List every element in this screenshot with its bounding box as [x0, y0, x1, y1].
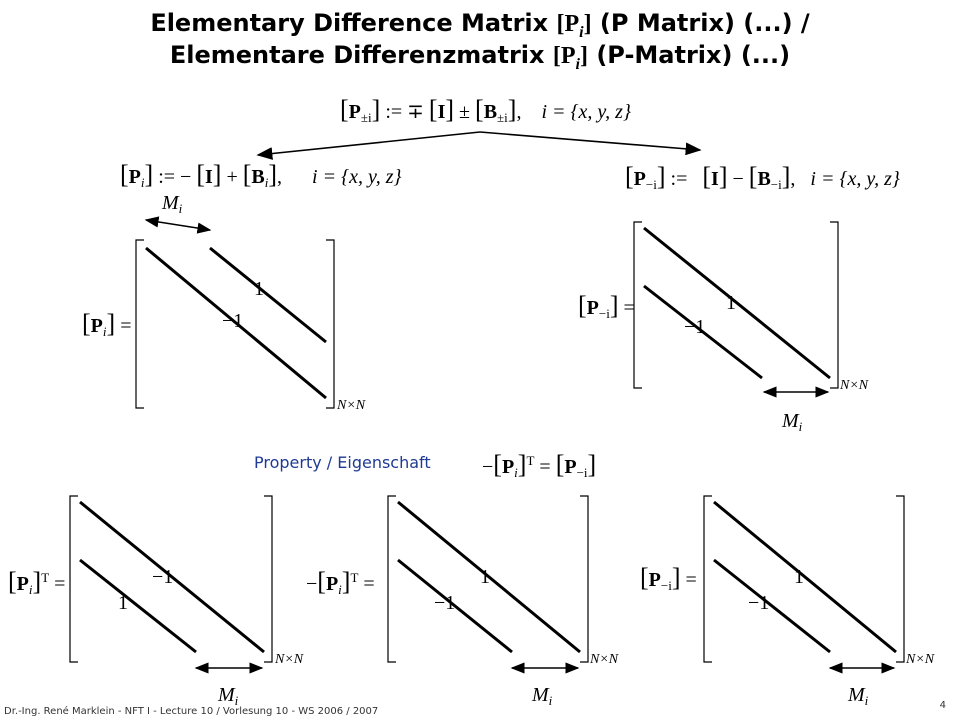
footer-text: Dr.-Ing. René Marklein - NFT I - Lecture…: [4, 706, 379, 717]
matrix-lhs: [P−i] =: [640, 563, 697, 594]
offset-label: Mi: [848, 684, 869, 708]
matrix-lhs: −[Pi]T =: [306, 567, 375, 598]
forward-equation: [Pi] := − [I] + [Bi], i = {x, y, z}: [120, 160, 402, 191]
offset-label: Mi: [532, 684, 553, 708]
title-line-2: Elementare Differenzmatrix [Pi] (P-Matri…: [169, 41, 791, 73]
offset-label: Mi: [162, 192, 183, 216]
general-equation: [P±i] := ∓ [I] ± [B±i], i = {x, y, z}: [340, 95, 631, 126]
lower-diagonal-label: −1: [434, 592, 456, 614]
upper-diagonal-label: 1: [726, 292, 736, 314]
upper-diagonal-label: −1: [152, 566, 174, 588]
matrix-top-left: [135, 216, 335, 409]
matrix-lhs: [Pi]T =: [8, 567, 66, 598]
offset-arrow: [144, 216, 212, 234]
lower-diagonal-label: −1: [222, 310, 244, 332]
matrix-size-label: N×N: [590, 652, 619, 667]
matrix-lhs: [Pi] =: [82, 309, 132, 340]
offset-label: Mi: [218, 684, 239, 708]
arrow-right: [479, 131, 702, 156]
property-label: Property / Eigenschaft: [254, 453, 431, 472]
matrix-bottom-left: [69, 495, 273, 674]
page-number: 4: [939, 700, 946, 711]
matrix-top-right: [633, 221, 839, 398]
lower-diagonal-label: −1: [748, 592, 770, 614]
backward-equation: [P−i] := [I] − [B−i], i = {x, y, z}: [625, 162, 900, 193]
matrix-size-label: N×N: [840, 378, 869, 393]
matrix-lhs: [P−i] =: [578, 291, 635, 322]
lower-diagonal-label: −1: [684, 316, 706, 338]
matrix-size-label: N×N: [906, 652, 935, 667]
upper-diagonal-label: 1: [794, 566, 804, 588]
property-equation: −[Pi]T = [P−i]: [482, 450, 597, 481]
title-line-1: Elementary Difference Matrix [Pi] (P Mat…: [150, 9, 810, 41]
arrow-left: [256, 131, 481, 160]
matrix-size-label: N×N: [275, 652, 304, 667]
matrix-bottom-middle: [387, 495, 589, 674]
lower-diagonal-label: 1: [118, 592, 128, 614]
upper-diagonal-label: 1: [480, 566, 490, 588]
upper-diagonal-label: 1: [254, 278, 264, 300]
matrix-bottom-right: [703, 495, 905, 674]
matrix-size-label: N×N: [337, 398, 366, 413]
offset-label: Mi: [782, 410, 803, 434]
